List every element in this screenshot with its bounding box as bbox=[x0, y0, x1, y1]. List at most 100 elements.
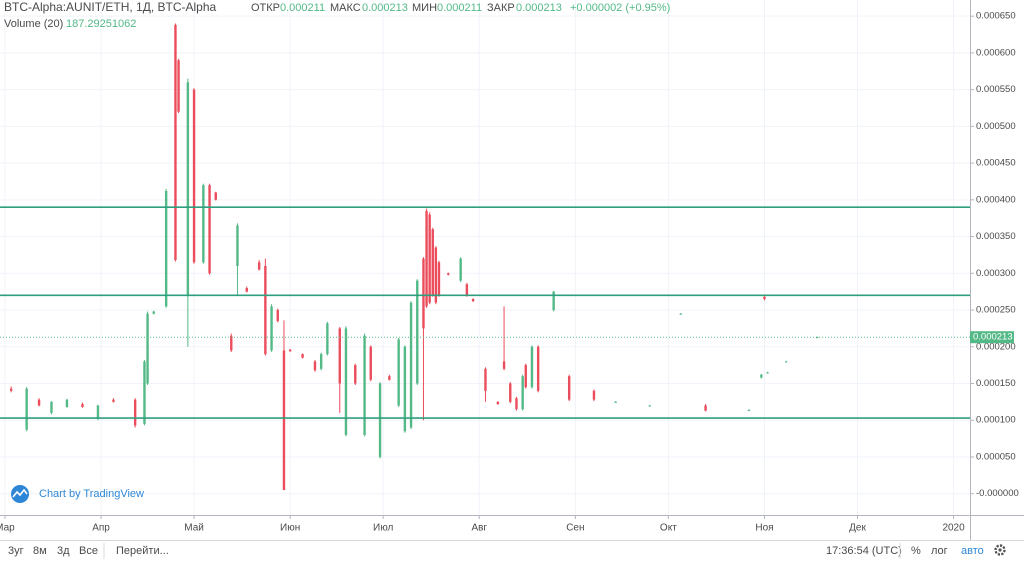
tv-logo-icon bbox=[12, 488, 28, 498]
watermark[interactable]: Chart by TradingView bbox=[11, 485, 144, 503]
candle-body bbox=[133, 399, 137, 426]
candle-body bbox=[592, 390, 596, 400]
candle-body bbox=[459, 258, 462, 281]
candle-body bbox=[202, 185, 205, 263]
candle-body bbox=[416, 280, 419, 384]
candle-body bbox=[515, 398, 518, 410]
gear-center bbox=[998, 548, 1002, 552]
symbol-title: BTC-Alpha:AUNIT/ETH, 1Д, BTC-Alpha bbox=[4, 0, 217, 14]
candle-body bbox=[763, 296, 766, 300]
candle-body bbox=[614, 401, 617, 403]
ohlc-label: ЗАКР bbox=[487, 2, 515, 14]
candle-body bbox=[422, 258, 425, 329]
candle-body bbox=[679, 313, 682, 315]
y-tick-label: 0.000200 bbox=[976, 341, 1016, 352]
y-tick-label: 0.000600 bbox=[976, 47, 1016, 58]
candle-body bbox=[143, 361, 146, 424]
volume-label: Volume (20) bbox=[4, 18, 63, 30]
candle-body bbox=[37, 399, 41, 406]
watermark-text: Chart by TradingView bbox=[39, 488, 144, 500]
candle-body bbox=[192, 89, 196, 263]
candle-body bbox=[236, 225, 239, 266]
candle-body bbox=[509, 383, 512, 402]
candle-body bbox=[363, 335, 366, 435]
candle-body bbox=[186, 82, 190, 296]
candle-body bbox=[344, 328, 348, 435]
ohlc-label: МАКС bbox=[330, 2, 361, 14]
candle-body bbox=[81, 404, 84, 408]
ohlc-value: 0.000213 bbox=[362, 2, 408, 14]
x-tick-label: Сен bbox=[566, 523, 584, 534]
candle-body bbox=[152, 311, 155, 314]
x-tick-label: Апр bbox=[92, 523, 110, 534]
candle-body bbox=[301, 354, 304, 358]
candle-body bbox=[354, 365, 357, 384]
candle-body bbox=[524, 365, 527, 388]
volume-value: 187.29251062 bbox=[66, 18, 136, 30]
range-button[interactable]: 3уг bbox=[8, 545, 24, 557]
candle-body bbox=[369, 346, 372, 380]
candle-body bbox=[431, 229, 434, 296]
x-tick-label: Июн bbox=[280, 523, 300, 534]
candle-body bbox=[434, 247, 438, 303]
candle-body bbox=[96, 405, 100, 419]
candle-body bbox=[471, 299, 475, 302]
candle-body bbox=[704, 405, 707, 411]
range-button[interactable]: 3д bbox=[57, 545, 70, 557]
candle-body bbox=[313, 361, 317, 371]
settings-button[interactable] bbox=[994, 544, 1006, 556]
candle-body bbox=[214, 192, 217, 200]
candle-body bbox=[257, 262, 261, 270]
candle-body bbox=[65, 399, 69, 408]
candle-body bbox=[447, 273, 450, 275]
legend: BTC-Alpha:AUNIT/ETH, 1Д, BTC-Alpha ОТКР … bbox=[4, 0, 670, 30]
x-tick-label: Авг bbox=[471, 523, 487, 534]
last-price-badge bbox=[970, 331, 1014, 344]
y-tick-label: 0.000300 bbox=[976, 268, 1016, 279]
candle-body bbox=[496, 401, 500, 405]
candle-body bbox=[208, 185, 211, 274]
candle-body bbox=[465, 284, 469, 296]
x-tick-label: Июл bbox=[373, 523, 393, 534]
x-tick-label: Мар bbox=[0, 523, 15, 534]
candle-body bbox=[112, 399, 115, 402]
candle-body bbox=[276, 310, 279, 322]
y-tick-label: 0.000650 bbox=[976, 11, 1016, 22]
candle-body bbox=[230, 335, 233, 351]
candle-body bbox=[552, 291, 555, 311]
y-tick-label: 0.000400 bbox=[976, 194, 1016, 205]
ohlc-label: МИН bbox=[412, 2, 437, 14]
ohlc-value: 0.000211 bbox=[280, 2, 325, 14]
range-button[interactable]: 8м bbox=[33, 545, 47, 557]
candle-body bbox=[288, 349, 292, 352]
candle-body bbox=[521, 376, 524, 410]
candle-body bbox=[164, 191, 168, 307]
range-button[interactable]: Все bbox=[79, 545, 98, 557]
candle-body bbox=[766, 372, 769, 374]
candle-body bbox=[815, 337, 819, 339]
y-tick-label: 0.000100 bbox=[976, 415, 1016, 426]
candle-body bbox=[784, 361, 788, 363]
y-tick-label: -0.000000 bbox=[976, 488, 1019, 499]
auto-toggle[interactable]: авто bbox=[961, 545, 984, 557]
y-tick-label: 0.000450 bbox=[976, 158, 1016, 169]
candle-body bbox=[502, 361, 506, 369]
y-tick-label: 0.000350 bbox=[976, 231, 1016, 242]
candle-body bbox=[425, 210, 428, 307]
x-tick-label: Дек bbox=[849, 523, 866, 534]
candle-body bbox=[177, 60, 180, 112]
candle-body bbox=[648, 405, 651, 407]
candle-body bbox=[567, 376, 571, 400]
goto-button[interactable]: Перейти... bbox=[116, 545, 169, 557]
candle-body bbox=[747, 409, 751, 411]
candle-body bbox=[174, 24, 177, 261]
percent-toggle[interactable]: % bbox=[911, 545, 921, 557]
y-tick-label: 0.000550 bbox=[976, 84, 1016, 95]
candle-body bbox=[388, 376, 391, 380]
candle-body bbox=[319, 354, 323, 369]
log-toggle[interactable]: лог bbox=[931, 545, 948, 557]
x-tick-label: Ноя bbox=[755, 523, 773, 534]
